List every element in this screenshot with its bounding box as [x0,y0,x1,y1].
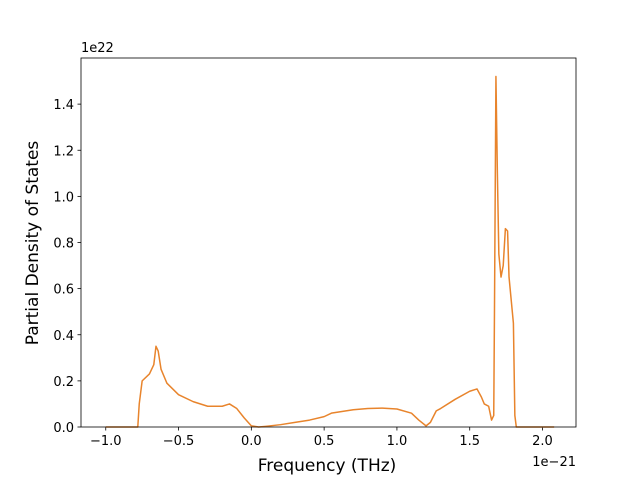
y-tick-label: 1.4 [53,98,74,113]
x-axis-label: Frequency (THz) [258,456,397,476]
y-tick-label: 0.8 [53,237,74,252]
x-tick-label: 0.0 [241,434,262,449]
y-offset-text: 1e22 [81,41,114,56]
y-tick-label: 0.6 [53,283,74,298]
x-tick-label: 1.0 [387,434,408,449]
y-tick-label: 0.0 [53,421,74,436]
y-tick-label: 0.4 [53,329,74,344]
x-tick-label: 2.0 [532,434,553,449]
x-tick-label: 1.5 [459,434,480,449]
x-offset-text: 1e−21 [532,455,576,470]
y-tick-label: 0.2 [53,375,74,390]
y-axis-label: Partial Density of States [23,141,43,346]
x-tick-label: −1.0 [90,434,122,449]
y-tick-label: 1.0 [53,190,74,205]
data-line [105,75,555,428]
x-tick-label: −0.5 [163,434,195,449]
x-tick-label: 0.5 [314,434,335,449]
plot-frame [80,57,577,428]
y-tick-label: 1.2 [53,144,74,159]
